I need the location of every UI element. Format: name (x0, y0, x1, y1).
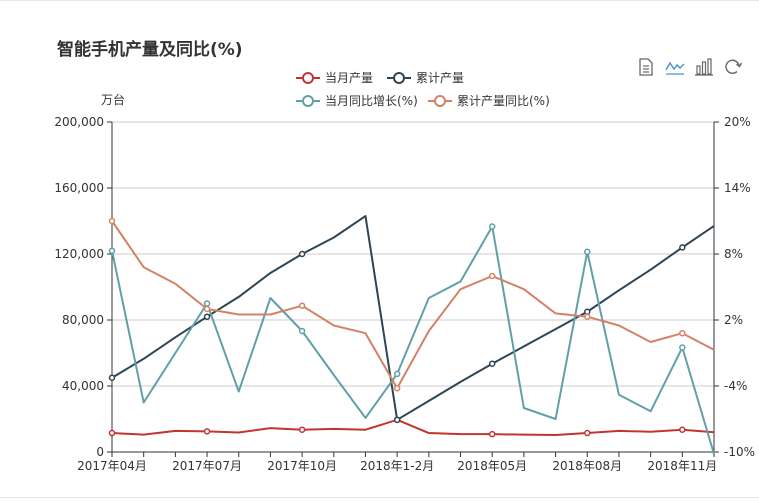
series-point (393, 384, 401, 392)
x-tick-label: 2018年08月 (552, 459, 622, 473)
data-view-icon[interactable] (636, 57, 656, 77)
legend-item[interactable]: 累计产量同比(%) (428, 94, 550, 108)
y-left-tick-label: 40,000 (62, 379, 104, 393)
legend-label: 当月产量 (325, 71, 373, 85)
series-point (298, 327, 306, 335)
legend-label: 当月同比增长(%) (325, 94, 418, 108)
y-axis-unit: 万台 (101, 92, 125, 107)
series-point (584, 313, 591, 320)
legend-symbol (302, 95, 314, 107)
bar-chart-icon[interactable] (694, 57, 714, 77)
series-point (203, 428, 211, 435)
legend-symbol (434, 95, 446, 107)
series-point (298, 302, 306, 309)
series-point (108, 429, 116, 437)
series-line (111, 215, 715, 421)
series-point (679, 329, 686, 337)
series-point (298, 426, 306, 433)
series-point (679, 426, 686, 433)
legend-label: 累计产量同比(%) (457, 94, 550, 108)
series-line (111, 220, 715, 390)
series-point (488, 223, 496, 230)
series-line (111, 418, 715, 437)
y-right-tick-label: -4% (724, 379, 747, 393)
series-point (679, 244, 686, 251)
x-tick-label: 2018年11月 (647, 459, 717, 473)
legend-symbol (302, 72, 314, 84)
series-point (393, 370, 401, 378)
legend-item[interactable]: 累计产量 (387, 71, 464, 85)
series-point (108, 217, 116, 225)
series-point (488, 430, 496, 438)
legend-symbol (393, 72, 405, 84)
legend-item[interactable]: 当月同比增长(%) (296, 94, 418, 108)
series-point (393, 416, 401, 424)
line-chart-icon[interactable] (665, 57, 685, 77)
y-left-tick-label: 80,000 (62, 313, 104, 327)
series-point (203, 300, 211, 307)
series-point (584, 429, 591, 437)
y-left-tick-label: 0 (96, 445, 104, 459)
series-point (108, 247, 116, 254)
series-point (108, 374, 116, 381)
series (108, 215, 715, 455)
series-point (203, 305, 211, 313)
restore-icon[interactable] (723, 57, 743, 77)
gridlines (112, 121, 714, 387)
y-right-tick-label: 20% (724, 115, 751, 129)
y-left-tick-label: 160,000 (54, 181, 104, 195)
series-point (393, 416, 401, 424)
x-tick-label: 2017年04月 (77, 459, 147, 473)
y-left-tick-label: 120,000 (54, 247, 104, 261)
y-left-tick-label: 200,000 (54, 115, 104, 129)
y-right-tick-label: -10% (724, 445, 755, 459)
legend-label: 累计产量 (416, 71, 464, 85)
series-point (488, 272, 496, 280)
series-point (488, 360, 496, 367)
toolbox (636, 57, 743, 77)
chart-title: 智能手机产量及同比(%) (57, 40, 243, 60)
x-tick-label: 2017年07月 (172, 459, 242, 473)
legend-item[interactable]: 当月产量 (296, 71, 373, 85)
series-point (679, 344, 686, 351)
axes: 0 -10% 40,000 -4% 80,000 2% 120,000 8% 160,000 14… (54, 115, 755, 473)
y-right-tick-label: 8% (724, 247, 743, 261)
bottom-divider (0, 497, 759, 498)
top-divider (0, 0, 759, 1)
series-point (203, 313, 211, 320)
x-tick-label: 2017年10月 (267, 459, 337, 473)
x-tick-label: 2018年05月 (457, 459, 527, 473)
y-right-tick-label: 14% (724, 181, 751, 195)
series-point (584, 308, 591, 315)
y-right-tick-label: 2% (724, 313, 743, 327)
series-line (111, 225, 715, 455)
x-tick-label: 2018年1-2月 (360, 459, 434, 473)
series-point (584, 248, 591, 256)
series-point (298, 250, 306, 258)
